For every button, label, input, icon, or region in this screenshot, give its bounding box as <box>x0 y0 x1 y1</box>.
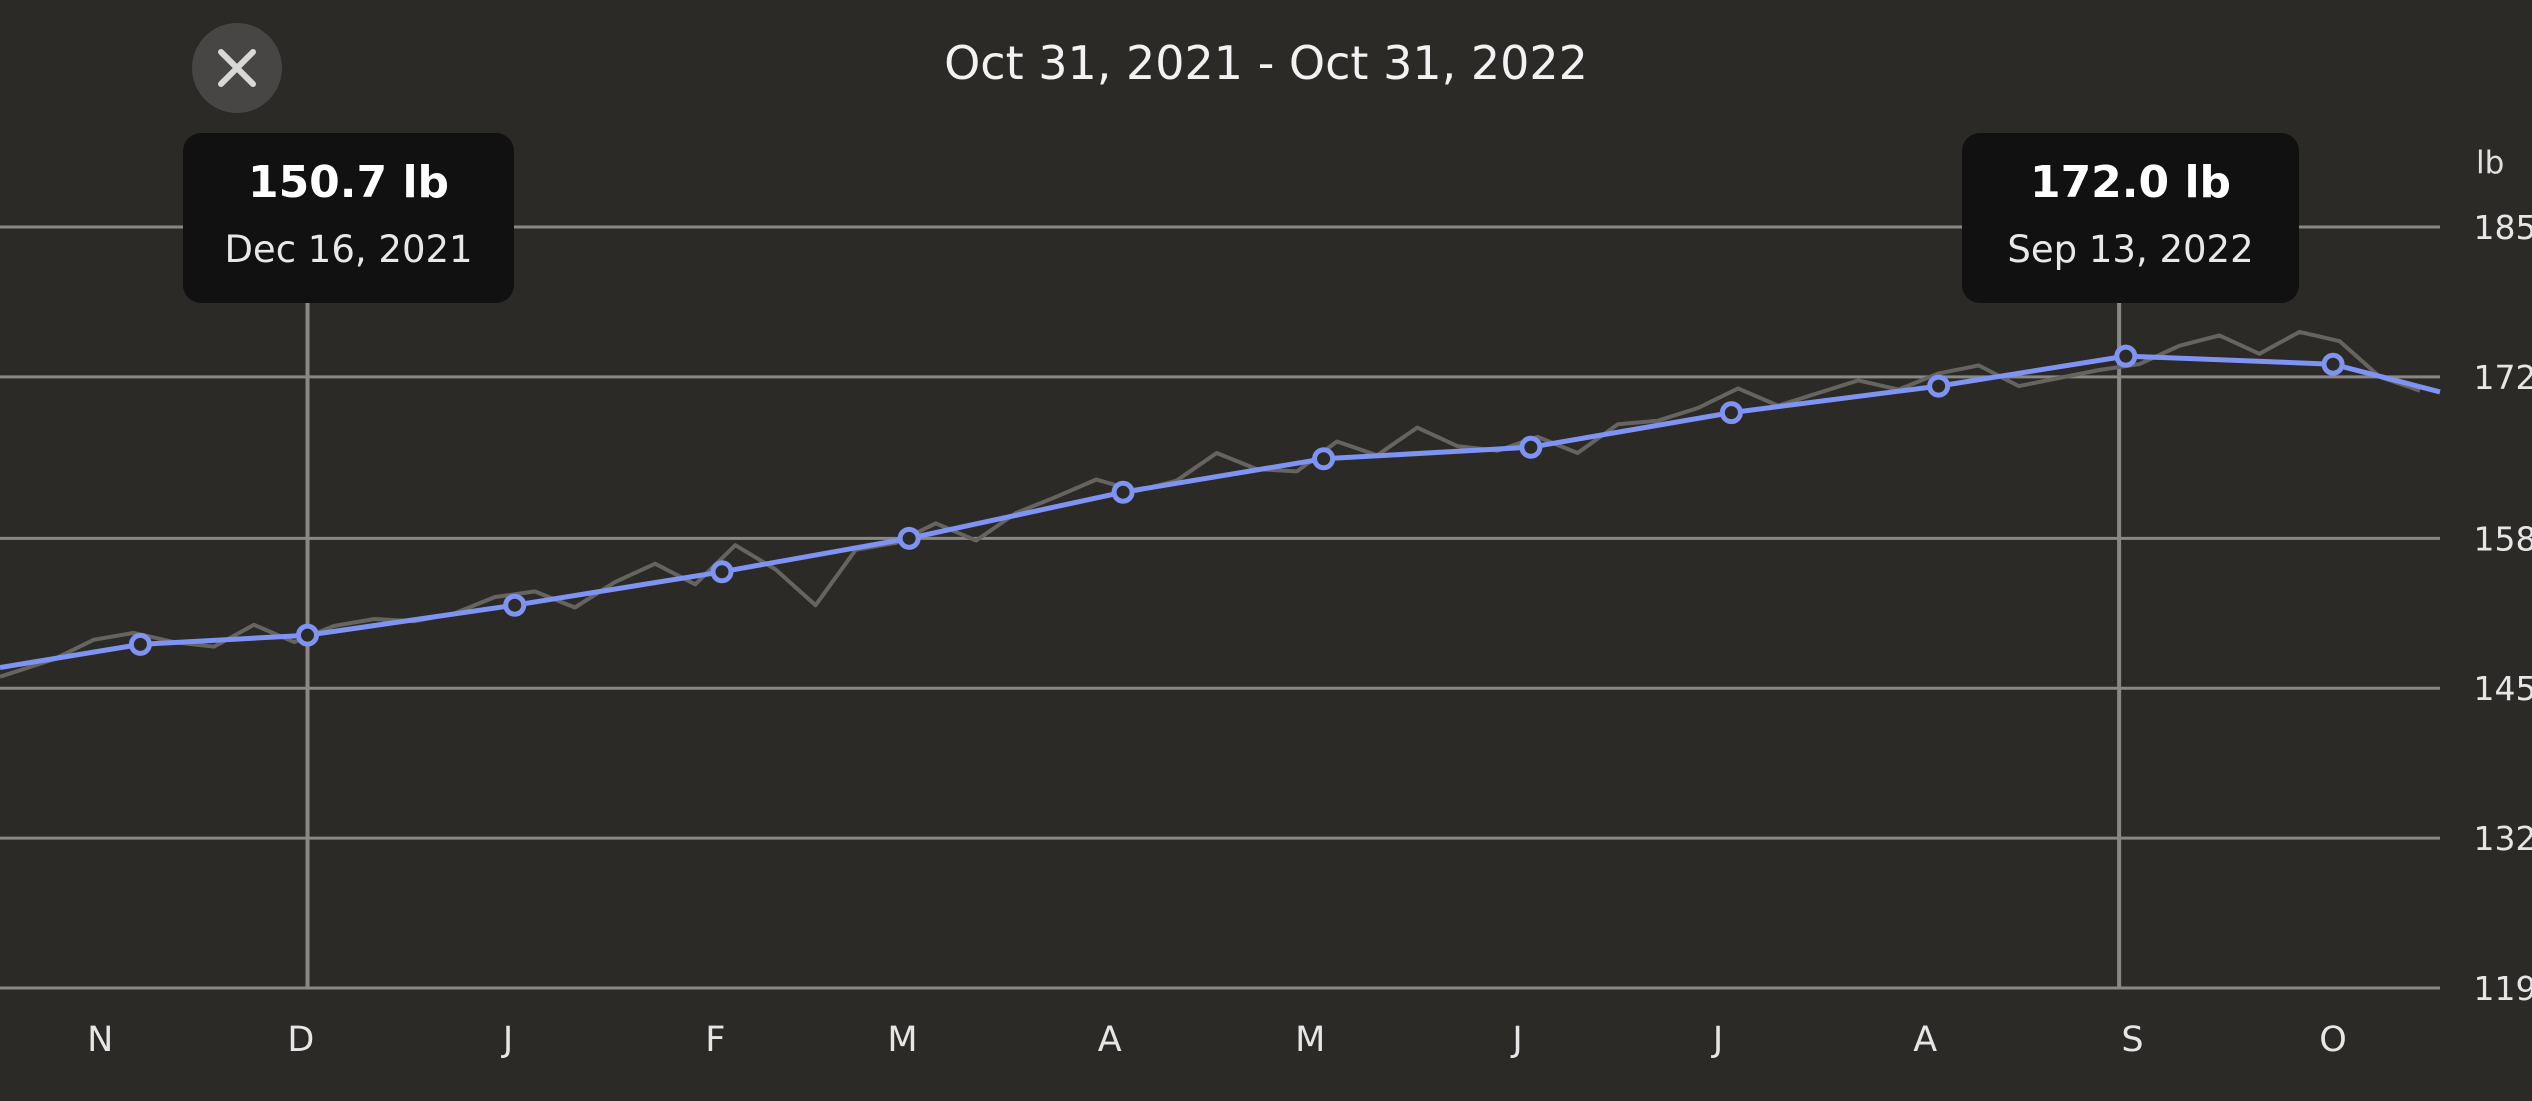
trend-point <box>2321 352 2345 376</box>
y-tick-label: 132 <box>2474 819 2532 858</box>
x-tick-label: F <box>705 1020 725 1060</box>
y-tick-label: 172 <box>2474 358 2532 397</box>
y-tick-label: 145 <box>2474 669 2532 708</box>
grid-lines <box>0 225 2440 990</box>
tooltip-start: 150.7 lb Dec 16, 2021 <box>183 133 514 303</box>
x-tick-label: A <box>1098 1020 1122 1060</box>
date-range-title: Oct 31, 2021 - Oct 31, 2022 <box>944 36 1588 90</box>
trend-point <box>897 526 921 550</box>
trend-point <box>1519 435 1543 459</box>
trend-point <box>1111 480 1135 504</box>
trend-point <box>503 593 527 617</box>
y-tick-label: 158 <box>2474 519 2532 558</box>
tooltip-end-value: 172.0 lb <box>2029 157 2232 208</box>
x-tick-label: M <box>1295 1020 1325 1060</box>
unit-label: lb <box>2476 145 2505 181</box>
tooltip-start-date: Dec 16, 2021 <box>224 228 473 271</box>
tooltip-end: 172.0 lb Sep 13, 2022 <box>1962 133 2299 303</box>
x-tick-label: N <box>87 1020 113 1060</box>
x-tick-label: D <box>287 1020 314 1060</box>
close-icon <box>218 49 256 87</box>
trend-point <box>296 623 320 647</box>
x-tick-label: O <box>2319 1020 2347 1060</box>
y-tick-label: 185 <box>2474 208 2532 247</box>
trend-point <box>1927 374 1951 398</box>
trend-point <box>128 632 152 656</box>
x-tick-label: J <box>1711 1020 1723 1060</box>
x-tick-label: A <box>1913 1020 1937 1060</box>
close-button[interactable] <box>192 23 282 113</box>
y-axis: 185 172 158 145 132 119 <box>2474 208 2532 1008</box>
x-tick-label: J <box>1510 1020 1522 1060</box>
trend-point <box>1312 447 1336 471</box>
trend-point <box>2114 344 2138 368</box>
trend-line <box>0 353 2441 670</box>
tooltip-start-value: 150.7 lb <box>247 157 450 208</box>
highlight-lines <box>305 300 2122 988</box>
trend-point <box>710 560 734 584</box>
x-tick-label: J <box>501 1020 513 1060</box>
x-tick-label: M <box>887 1020 917 1060</box>
trend-point <box>1719 401 1743 425</box>
x-tick-label: S <box>2121 1020 2143 1060</box>
trend-series <box>0 344 2441 670</box>
y-tick-label: 119 <box>2474 969 2532 1008</box>
tooltip-end-date: Sep 13, 2022 <box>2007 228 2254 271</box>
